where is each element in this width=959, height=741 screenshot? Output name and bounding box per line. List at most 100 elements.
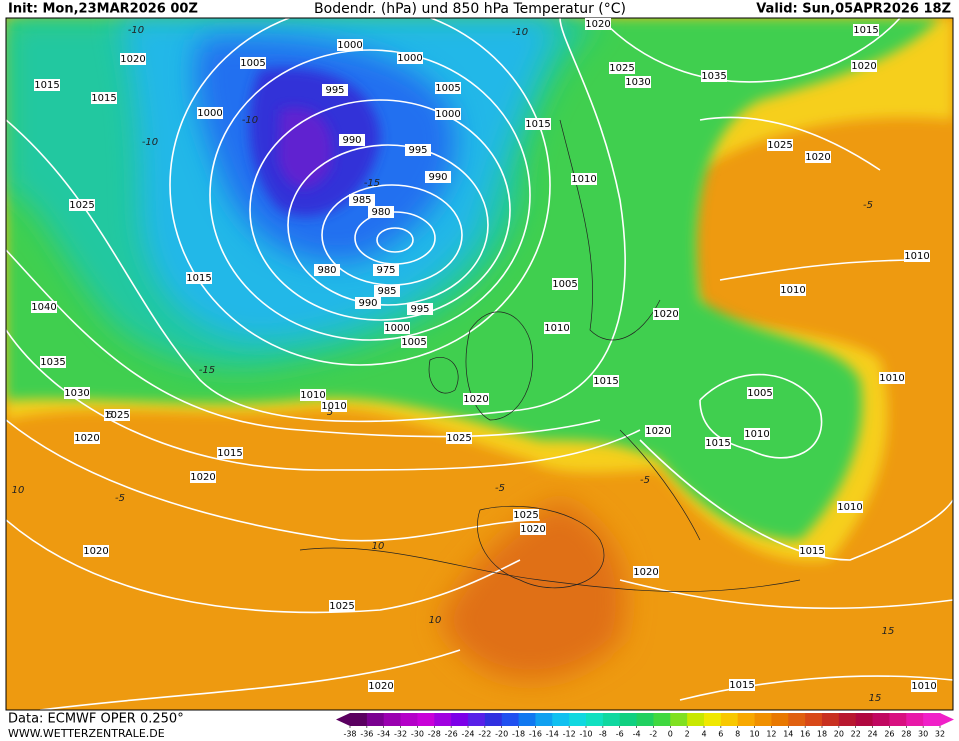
colorbar-tick-label: -6 — [616, 730, 624, 739]
isobar-label-bg — [314, 264, 340, 276]
isobar-label: 1025 — [767, 140, 792, 151]
temperature-label: 15 — [882, 626, 895, 637]
colorbar-tick-label: 30 — [918, 730, 928, 739]
isobar-label-bg — [407, 303, 433, 315]
isobar-label: 1020 — [805, 152, 830, 163]
temperature-label: 10 — [372, 541, 385, 552]
isobar-label: 1005 — [435, 83, 460, 94]
isobar-label-bg — [513, 509, 539, 521]
isobar-label: 1015 — [593, 376, 618, 387]
isobar-label-bg — [425, 171, 451, 183]
isobar-label-bg — [525, 118, 551, 130]
colorbar-arrow-high — [940, 713, 954, 726]
isobar-label: 1025 — [446, 433, 471, 444]
colorbar-swatch — [366, 713, 385, 726]
isobar-label: 1020 — [368, 681, 393, 692]
colorbar-swatch — [653, 713, 671, 726]
colorbar-tick-label: 26 — [884, 730, 894, 739]
colorbar-tick-label: 8 — [735, 730, 740, 739]
isobar-label-bg — [190, 471, 216, 483]
isobar-label: 1020 — [190, 472, 215, 483]
isobar-label-bg — [64, 387, 90, 399]
isobar-label: 1015 — [525, 119, 550, 130]
colorbar-tick-label: -20 — [495, 730, 508, 739]
colorbar-tick-label: -2 — [649, 730, 657, 739]
isobar-label: 1010 — [911, 681, 936, 692]
isobar-label-bg — [34, 79, 60, 91]
colorbar-tick-label: -4 — [633, 730, 641, 739]
isobar-label-bg — [904, 250, 930, 262]
isobar-label: 1025 — [69, 200, 94, 211]
isobar-label-bg — [705, 437, 731, 449]
isobar-label: 1010 — [879, 373, 904, 384]
colorbar-swatch — [687, 713, 705, 726]
isobar-label: 1000 — [197, 108, 222, 119]
map-title: Bodendr. (hPa) und 850 hPa Temperatur (°… — [314, 1, 626, 17]
isobar-label-bg — [879, 372, 905, 384]
isobar-label: 1000 — [384, 323, 409, 334]
colorbar-swatch — [484, 713, 503, 726]
isobar-label-bg — [780, 284, 806, 296]
isobar-label: 1020 — [520, 524, 545, 535]
colorbar-swatch — [923, 713, 941, 726]
isobar-label: 1010 — [744, 429, 769, 440]
isobar-label-bg — [31, 301, 57, 313]
isobar-label: 975 — [376, 265, 395, 276]
isobar-label-bg — [747, 387, 773, 399]
temperature-label: -10 — [142, 137, 158, 148]
colorbar-swatch — [400, 713, 418, 726]
isobar-label: 1020 — [585, 19, 610, 30]
colorbar-tick-label: 2 — [685, 730, 690, 739]
isobar-label-bg — [544, 322, 570, 334]
colorbar-tick-label: 32 — [935, 730, 945, 739]
isobar-label: 1020 — [120, 54, 145, 65]
colorbar-swatch — [737, 713, 756, 726]
colorbar-tick-label: -26 — [445, 730, 458, 739]
isobar-label-bg — [186, 272, 212, 284]
valid-time: Valid: Sun,05APR2026 18Z — [756, 2, 951, 17]
colorbar-swatch — [468, 713, 486, 726]
isobar-label: 1015 — [729, 680, 754, 691]
temperature-label: 10 — [429, 615, 442, 626]
temperature-label: -5 — [863, 200, 873, 211]
isobar-label: 1015 — [91, 93, 116, 104]
isobar-label: 1020 — [633, 567, 658, 578]
isobar-label: 1015 — [799, 546, 824, 557]
isobar-label: 980 — [317, 265, 336, 276]
colorbar-tick-label: -18 — [512, 730, 525, 739]
isobar-label: 1010 — [544, 323, 569, 334]
temperature-label: 5 — [327, 407, 333, 418]
colorbar-tick-label: 10 — [749, 730, 759, 739]
colorbar-swatch — [889, 713, 907, 726]
colorbar-swatch — [602, 713, 621, 726]
isobar-label: 990 — [342, 135, 361, 146]
isobar-label: 1020 — [74, 433, 99, 444]
colorbar-tick-label: -34 — [377, 730, 390, 739]
isobar-label-bg — [653, 308, 679, 320]
colorbar-tick-label: 24 — [867, 730, 877, 739]
colorbar-tick-label: -14 — [546, 730, 559, 739]
isobar-label-bg — [405, 144, 431, 156]
isobar-label: 1005 — [401, 337, 426, 348]
colorbar-swatch — [771, 713, 789, 726]
data-source: Data: ECMWF OPER 0.250° — [8, 712, 184, 727]
isobar-label-bg — [83, 545, 109, 557]
colorbar-tick-label: 20 — [834, 730, 844, 739]
colorbar-swatch — [838, 713, 857, 726]
colorbar-swatch — [670, 713, 688, 726]
colorbar-swatch — [586, 713, 604, 726]
isobar-label: 1030 — [64, 388, 89, 399]
isobar-label: 1015 — [186, 273, 211, 284]
isobar-label-bg — [120, 53, 146, 65]
isobar-label: 1000 — [337, 40, 362, 51]
isobar-label: 1040 — [31, 302, 56, 313]
isobar-label: 1010 — [837, 502, 862, 513]
colorbar-swatch — [451, 713, 469, 726]
colorbar-swatch — [350, 713, 368, 726]
isobar-label-bg — [729, 679, 755, 691]
isobar-label: 990 — [358, 298, 377, 309]
temperature-label: -5 — [115, 493, 125, 504]
colorbar-tick-label: -10 — [579, 730, 592, 739]
